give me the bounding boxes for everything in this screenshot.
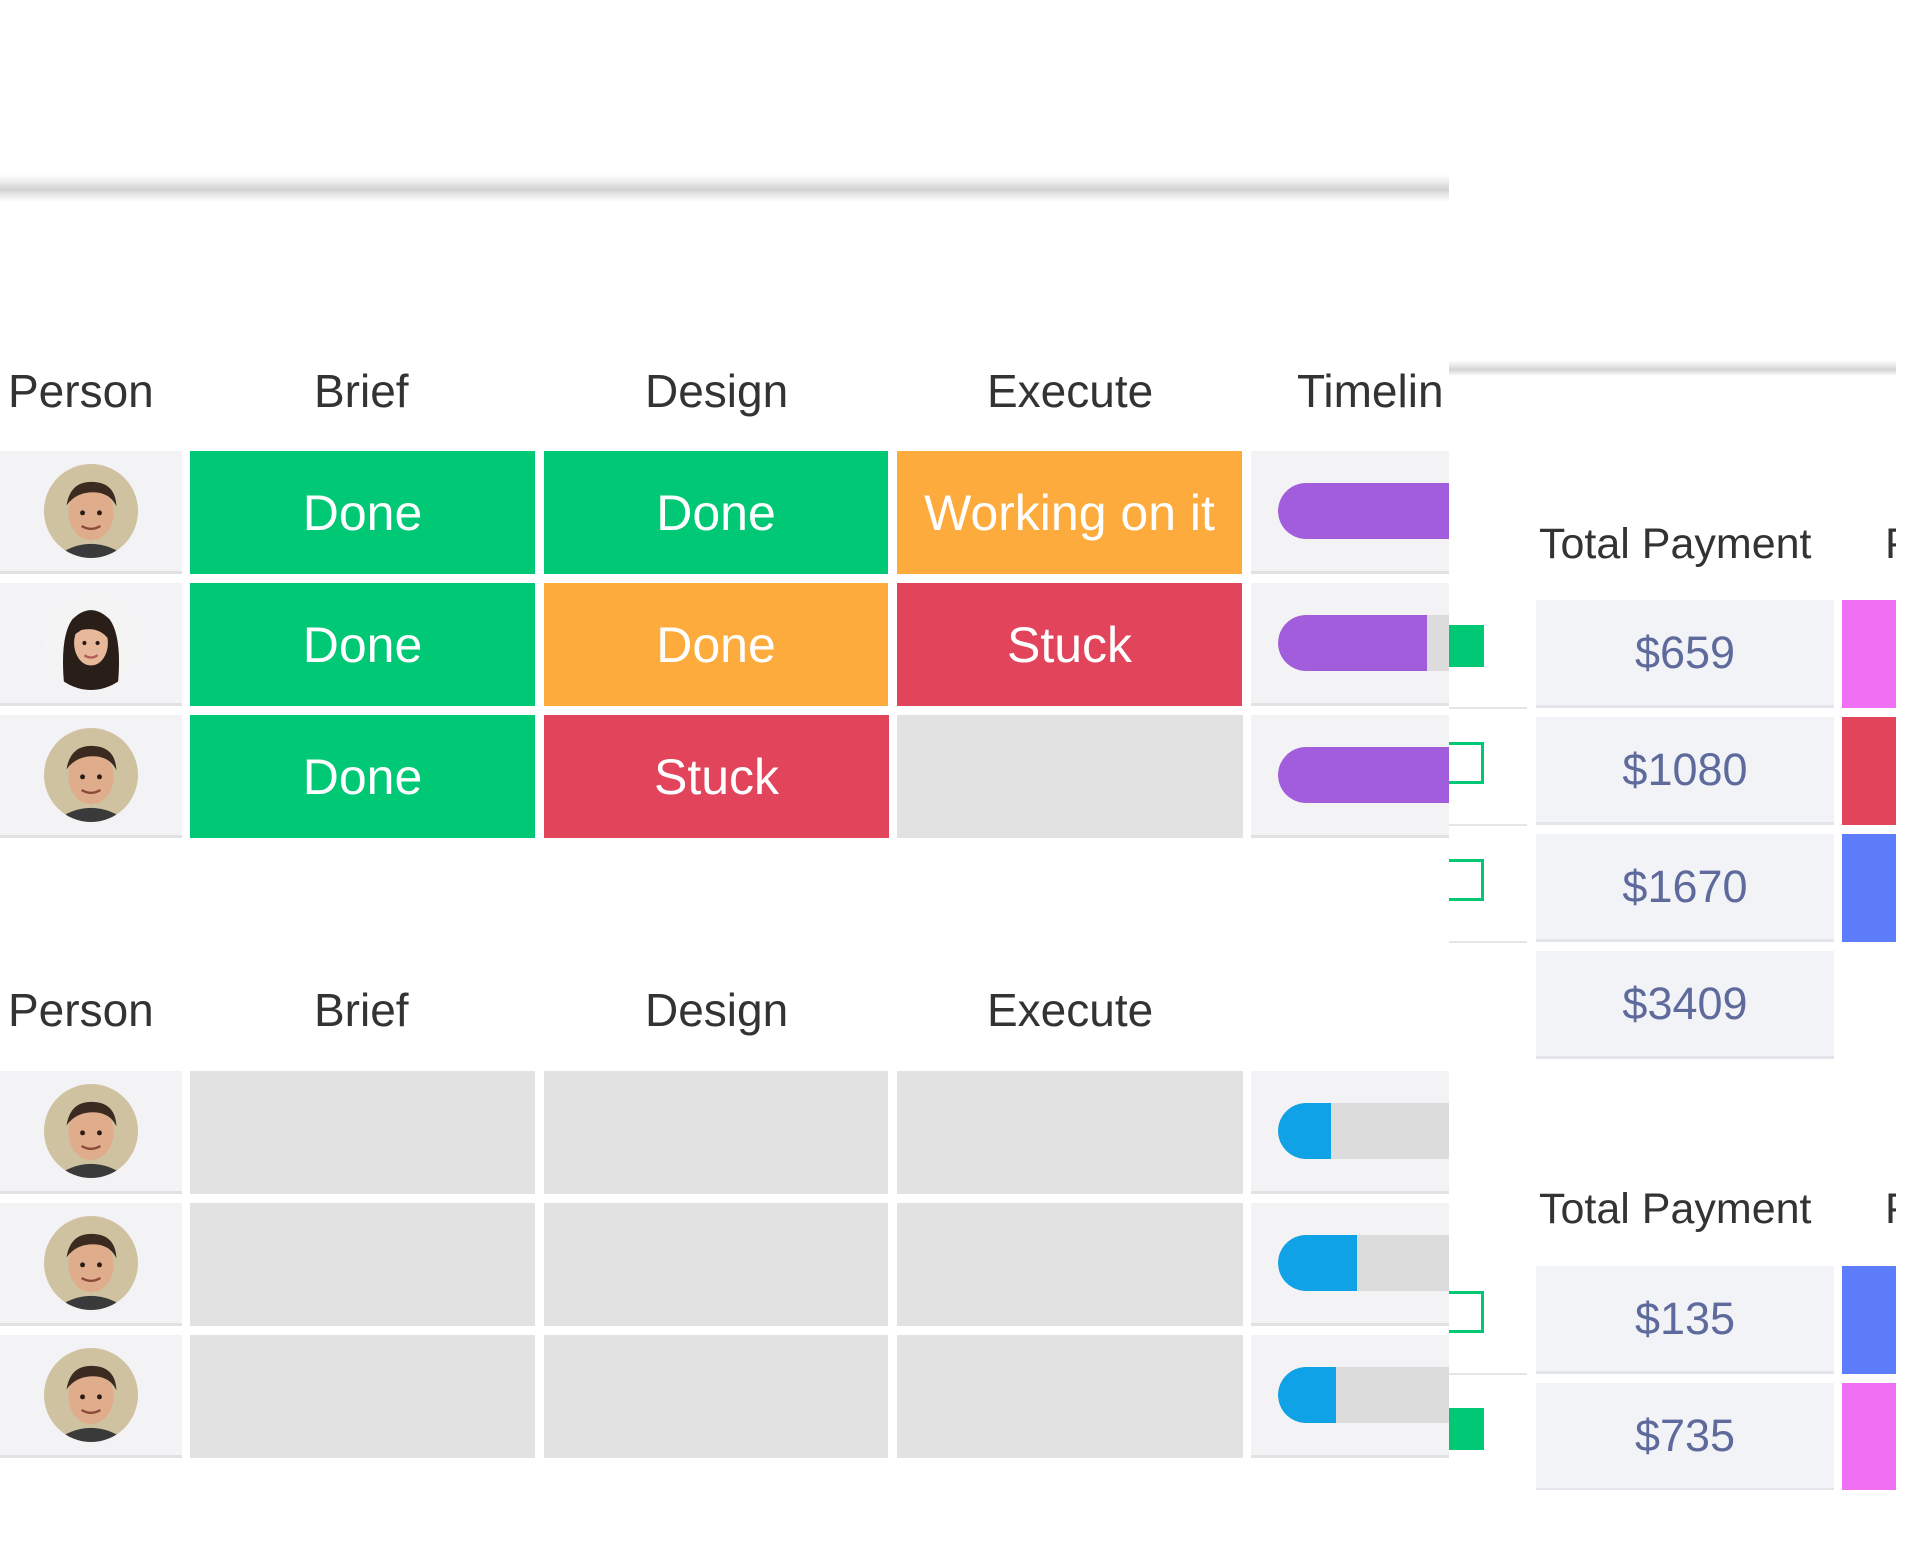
next-column-header: P — [1885, 1185, 1896, 1234]
brief-status-cell[interactable]: Done — [190, 715, 535, 838]
person-column-header: Person — [8, 365, 154, 417]
person-cell[interactable] — [0, 451, 182, 574]
avatar-man-icon — [44, 464, 138, 558]
timeline-progress — [1278, 1235, 1357, 1291]
timeline-cell[interactable] — [1251, 1203, 1449, 1326]
timeline-bar — [1278, 1367, 1449, 1423]
execute-status-cell[interactable]: Working on it — [897, 451, 1242, 574]
checkbox[interactable] — [1449, 859, 1484, 901]
timeline-cell[interactable] — [1251, 451, 1449, 574]
row-divider — [1449, 707, 1527, 709]
brief-column-header: Brief — [314, 365, 409, 417]
execute-status-cell[interactable] — [897, 1203, 1243, 1326]
avatar-man-icon — [44, 1216, 138, 1310]
execute-status-cell[interactable]: Stuck — [897, 583, 1242, 706]
avatar-man-icon — [44, 1084, 138, 1178]
payments-panel: Total Payment P $659 $1080 $1670 $3409 T… — [1449, 360, 1896, 1490]
execute-status-cell[interactable] — [897, 1071, 1243, 1194]
color-tag-cell[interactable] — [1842, 834, 1896, 942]
avatar-woman-icon — [44, 596, 138, 690]
design-column-header: Design — [645, 365, 789, 417]
brief-status-cell[interactable] — [190, 1203, 535, 1326]
timeline-cell[interactable] — [1251, 1071, 1449, 1194]
panel-top-shadow — [0, 174, 1449, 202]
person-cell[interactable] — [0, 1071, 182, 1194]
payment-cell[interactable]: $135 — [1536, 1266, 1834, 1374]
color-tag-cell[interactable] — [1842, 600, 1896, 708]
design-status-cell[interactable] — [544, 1203, 888, 1326]
design-status-cell[interactable]: Done — [544, 451, 888, 574]
execute-status-cell[interactable] — [897, 1335, 1243, 1458]
brief-status-cell[interactable]: Done — [190, 583, 535, 706]
color-tag-cell[interactable] — [1842, 1266, 1896, 1374]
total-payment-header: Total Payment — [1539, 520, 1812, 568]
next-column-header: P — [1885, 520, 1896, 569]
timeline-cell[interactable] — [1251, 583, 1449, 706]
person-cell[interactable] — [0, 715, 182, 838]
timeline-bar — [1278, 1235, 1449, 1291]
avatar-man-icon — [44, 1348, 138, 1442]
avatar-man-icon — [44, 728, 138, 822]
status-board-panel: Person Brief Design Execute Timelin Done… — [0, 174, 1449, 1458]
payment-total-cell: $3409 — [1536, 951, 1834, 1059]
brief-column-header: Brief — [314, 984, 409, 1036]
panel-top-shadow — [1449, 360, 1896, 376]
timeline-cell[interactable] — [1251, 1335, 1449, 1458]
design-status-cell[interactable]: Stuck — [544, 715, 889, 838]
timeline-progress — [1278, 1367, 1337, 1423]
color-tag-cell[interactable] — [1842, 717, 1896, 825]
payment-cell[interactable]: $735 — [1536, 1383, 1834, 1490]
person-column-header: Person — [8, 984, 154, 1036]
execute-column-header: Execute — [987, 365, 1154, 417]
design-status-cell[interactable] — [544, 1071, 888, 1194]
timeline-bar — [1278, 615, 1449, 671]
payment-cell[interactable]: $1080 — [1536, 717, 1834, 825]
execute-column-header: Execute — [987, 984, 1154, 1036]
timeline-bar — [1278, 1103, 1449, 1159]
person-cell[interactable] — [0, 1335, 182, 1458]
checkbox[interactable] — [1449, 1291, 1484, 1333]
row-divider — [1449, 824, 1527, 826]
brief-status-cell[interactable]: Done — [190, 451, 535, 574]
execute-status-cell[interactable] — [897, 715, 1243, 838]
checkbox[interactable] — [1449, 1408, 1484, 1450]
design-column-header: Design — [645, 984, 789, 1036]
timeline-cell[interactable] — [1251, 715, 1449, 838]
brief-status-cell[interactable] — [190, 1071, 535, 1194]
timeline-progress — [1278, 1103, 1331, 1159]
person-cell[interactable] — [0, 583, 182, 706]
person-cell[interactable] — [0, 1203, 182, 1326]
timeline-progress — [1278, 483, 1449, 539]
color-tag-cell[interactable] — [1842, 1383, 1896, 1490]
design-status-cell[interactable]: Done — [544, 583, 888, 706]
timeline-column-header: Timelin — [1297, 365, 1444, 417]
payment-cell[interactable]: $1670 — [1536, 834, 1834, 942]
checkbox[interactable] — [1449, 625, 1484, 667]
design-status-cell[interactable] — [544, 1335, 888, 1458]
payment-cell[interactable]: $659 — [1536, 600, 1834, 708]
row-divider — [1449, 941, 1527, 943]
timeline-progress — [1278, 615, 1427, 671]
timeline-progress — [1278, 747, 1449, 803]
checkbox[interactable] — [1449, 742, 1484, 784]
timeline-bar — [1278, 747, 1449, 803]
total-payment-header: Total Payment — [1539, 1185, 1812, 1233]
row-divider — [1449, 1373, 1527, 1375]
brief-status-cell[interactable] — [190, 1335, 535, 1458]
timeline-bar — [1278, 483, 1449, 539]
